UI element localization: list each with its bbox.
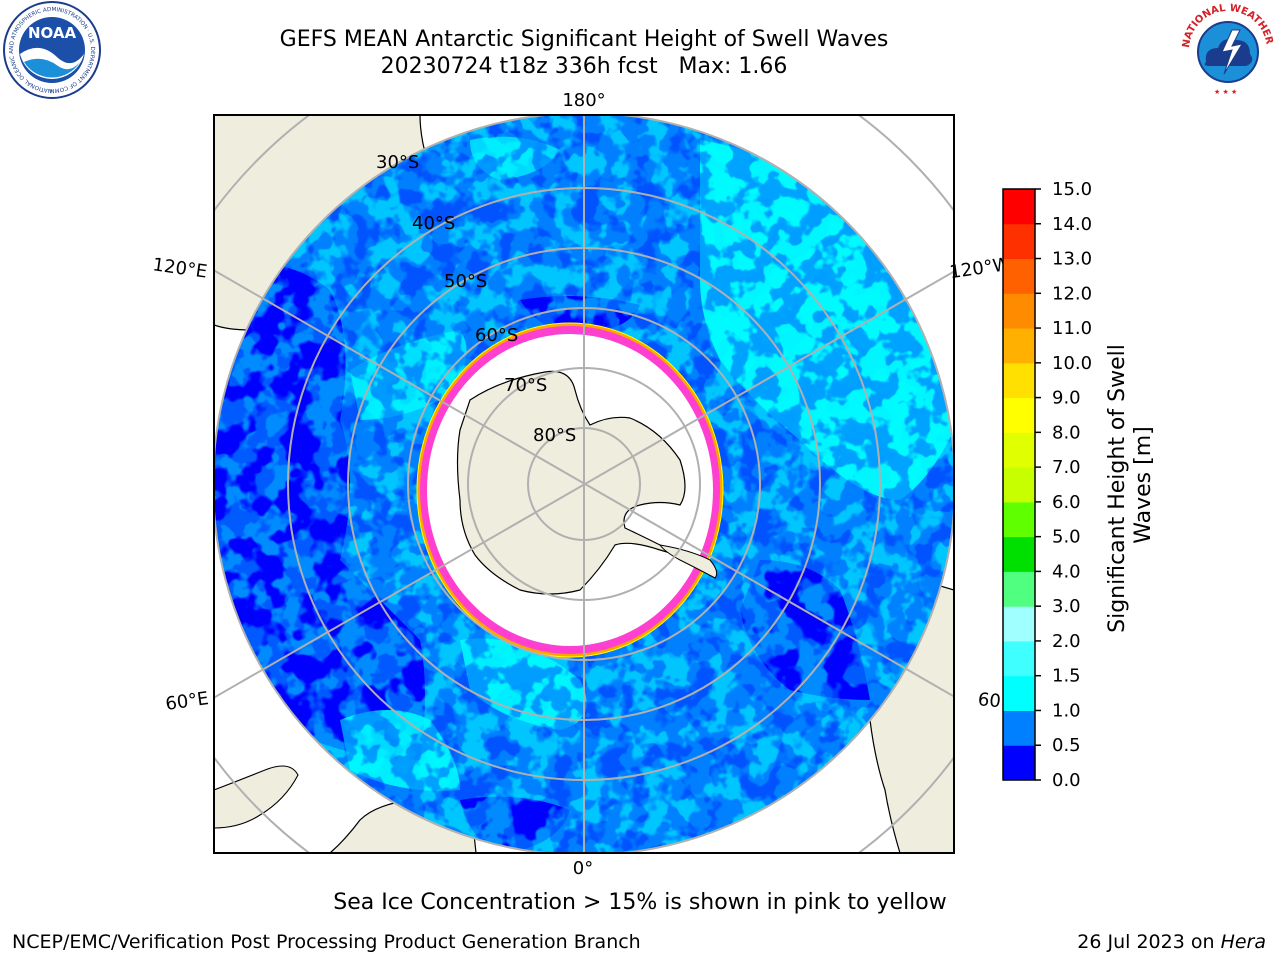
footer-date: 26 Jul 2023 on Hera	[1077, 931, 1266, 953]
colorbar-tick-label: 6.0	[1052, 492, 1081, 513]
lon-label-120e: 120°E	[151, 254, 208, 282]
lat-label-60s: 60°S	[475, 325, 518, 346]
colorbar-tick-label: 9.0	[1052, 388, 1081, 409]
graticule	[214, 115, 954, 853]
colorbar-bin	[1003, 606, 1035, 642]
colorbar-bin	[1003, 258, 1035, 294]
colorbar-bin	[1003, 675, 1035, 711]
footer-credit: NCEP/EMC/Verification Post Processing Pr…	[12, 931, 641, 953]
colorbar-tick-label: 0.0	[1052, 770, 1081, 791]
nws-logo-icon: NATIONAL WEATHER SERVICE ★ ★ ★	[1176, 0, 1276, 98]
colorbar-tick-label: 10.0	[1052, 353, 1092, 374]
colorbar-bin	[1003, 432, 1035, 468]
colorbar-frame	[1002, 188, 1036, 781]
colorbar-tick-label: 4.0	[1052, 561, 1081, 582]
colorbar-tick-label: 13.0	[1052, 249, 1092, 270]
colorbar-bin	[1003, 223, 1035, 260]
colorbar-bin	[1003, 328, 1035, 364]
lat-label-50s: 50°S	[444, 271, 487, 292]
colorbar-tick-label: 3.0	[1052, 596, 1081, 617]
lon-label-60e: 60°E	[164, 688, 210, 715]
colorbar-tick-label: 1.0	[1052, 700, 1081, 721]
figure-title: GEFS MEAN Antarctic Significant Height o…	[279, 27, 889, 52]
colorbar-tick-label: 8.0	[1052, 422, 1081, 443]
colorbar-bin	[1003, 571, 1035, 607]
colorbar-tick-label: 14.0	[1052, 214, 1092, 235]
lat-label-40s: 40°S	[412, 213, 455, 234]
colorbar-tick-label: 12.0	[1052, 283, 1092, 304]
lat-label-70s: 70°S	[504, 375, 547, 396]
colorbar-bin	[1003, 745, 1035, 781]
colorbar-bin	[1003, 293, 1035, 329]
svg-text:NOAA: NOAA	[28, 24, 77, 42]
lat-label-80s: 80°S	[533, 425, 576, 446]
colorbar-bin	[1003, 640, 1035, 677]
footer-host: Hera	[1220, 931, 1266, 953]
lon-label-180: 180°	[562, 90, 605, 111]
lon-label-0: 0°	[573, 858, 593, 879]
figure-subtitle: 20230724 t18z 336h fcst Max: 1.66	[380, 54, 788, 79]
colorbar-bin	[1003, 536, 1035, 572]
colorbar: 0.0 0.5 1.0 1.5 2.0 3.0 4.0 5.0 6.0 7.0 8.0 9.0 10.0…	[1003, 179, 1092, 791]
colorbar-bin	[1003, 189, 1035, 225]
colorbar-bin	[1003, 362, 1035, 399]
colorbar-tick-label: 2.0	[1052, 631, 1081, 652]
colorbar-tick-label: 5.0	[1052, 527, 1081, 548]
map-frame	[213, 114, 955, 854]
noaa-logo-icon: NATIONAL OCEANIC AND ATMOSPHERIC ADMINIS…	[0, 0, 101, 99]
colorbar-bin	[1003, 397, 1035, 433]
colorbar-tick-label: 1.5	[1052, 666, 1081, 687]
colorbar-bin	[1003, 467, 1035, 503]
svg-text:★ ★ ★: ★ ★ ★	[1214, 88, 1237, 96]
colorbar-bin	[1003, 501, 1035, 538]
colorbar-tick-label: 7.0	[1052, 457, 1081, 478]
colorbar-label: Significant Height of Swell Waves [m]	[1105, 337, 1156, 633]
colorbar-tick-label: 15.0	[1052, 179, 1092, 200]
sea-ice-caption: Sea Ice Concentration > 15% is shown in …	[333, 890, 947, 915]
colorbar-tick-label: 11.0	[1052, 318, 1092, 339]
colorbar-bin	[1003, 710, 1035, 746]
lat-label-30s: 30°S	[376, 152, 419, 173]
colorbar-tick-label: 0.5	[1052, 735, 1081, 756]
